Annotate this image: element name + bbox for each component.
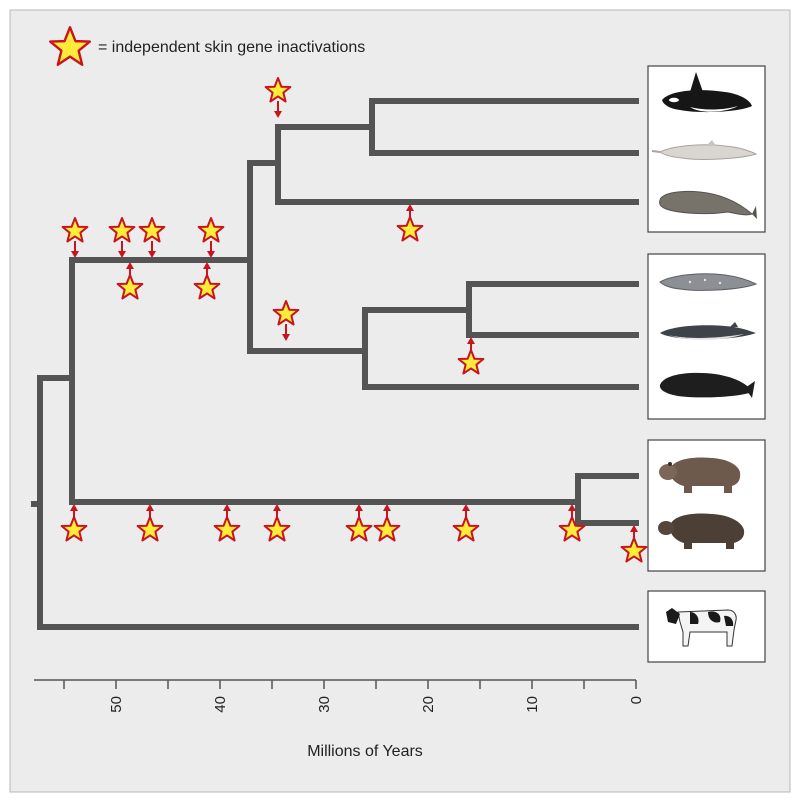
- star-icon: [264, 77, 292, 118]
- river-dolphin-icon: [651, 140, 758, 160]
- gray-whale-icon: [659, 273, 758, 291]
- star-icon: [272, 300, 300, 341]
- legend: = independent skin gene inactivations: [48, 25, 365, 67]
- minke-whale-icon: [660, 322, 756, 340]
- star-icon: [345, 504, 373, 542]
- star-icon: [108, 217, 136, 258]
- tree-branches: [31, 98, 639, 630]
- star-icon: [60, 504, 88, 542]
- inactivation-markers: [60, 77, 648, 563]
- star-icon: [193, 262, 221, 300]
- legend-text: = independent skin gene inactivations: [98, 39, 365, 56]
- star-icon: [197, 217, 225, 258]
- star-icon: [263, 504, 291, 542]
- right-whale-icon: [659, 372, 755, 398]
- star-icon: [452, 504, 480, 542]
- star-icon: [457, 337, 485, 375]
- pygmy-hippo-icon: [658, 513, 745, 549]
- axis-tick-label: 0: [628, 696, 645, 704]
- axis-tick-label: 10: [524, 696, 541, 713]
- star-icon: [620, 525, 648, 563]
- hippo-icon: [659, 457, 741, 493]
- star-icon: [213, 504, 241, 542]
- axis-tick-label: 30: [316, 696, 333, 713]
- axis-tick-label: 40: [212, 696, 229, 713]
- sperm-whale-icon: [659, 190, 757, 219]
- cow-icon: [666, 608, 737, 647]
- star-icon: [558, 504, 586, 542]
- x-axis: 50 40 30 20 10 0: [34, 679, 645, 713]
- axis-label: Millions of Years: [307, 743, 423, 760]
- star-icon: [373, 504, 401, 542]
- star-icon: [396, 204, 424, 242]
- star-icon: [138, 217, 166, 258]
- star-icon: [61, 217, 89, 258]
- star-icon: [116, 262, 144, 300]
- axis-tick-label: 50: [108, 696, 125, 713]
- orca-icon: [662, 72, 752, 113]
- star-icon: [136, 504, 164, 542]
- axis-tick-label: 20: [420, 696, 437, 713]
